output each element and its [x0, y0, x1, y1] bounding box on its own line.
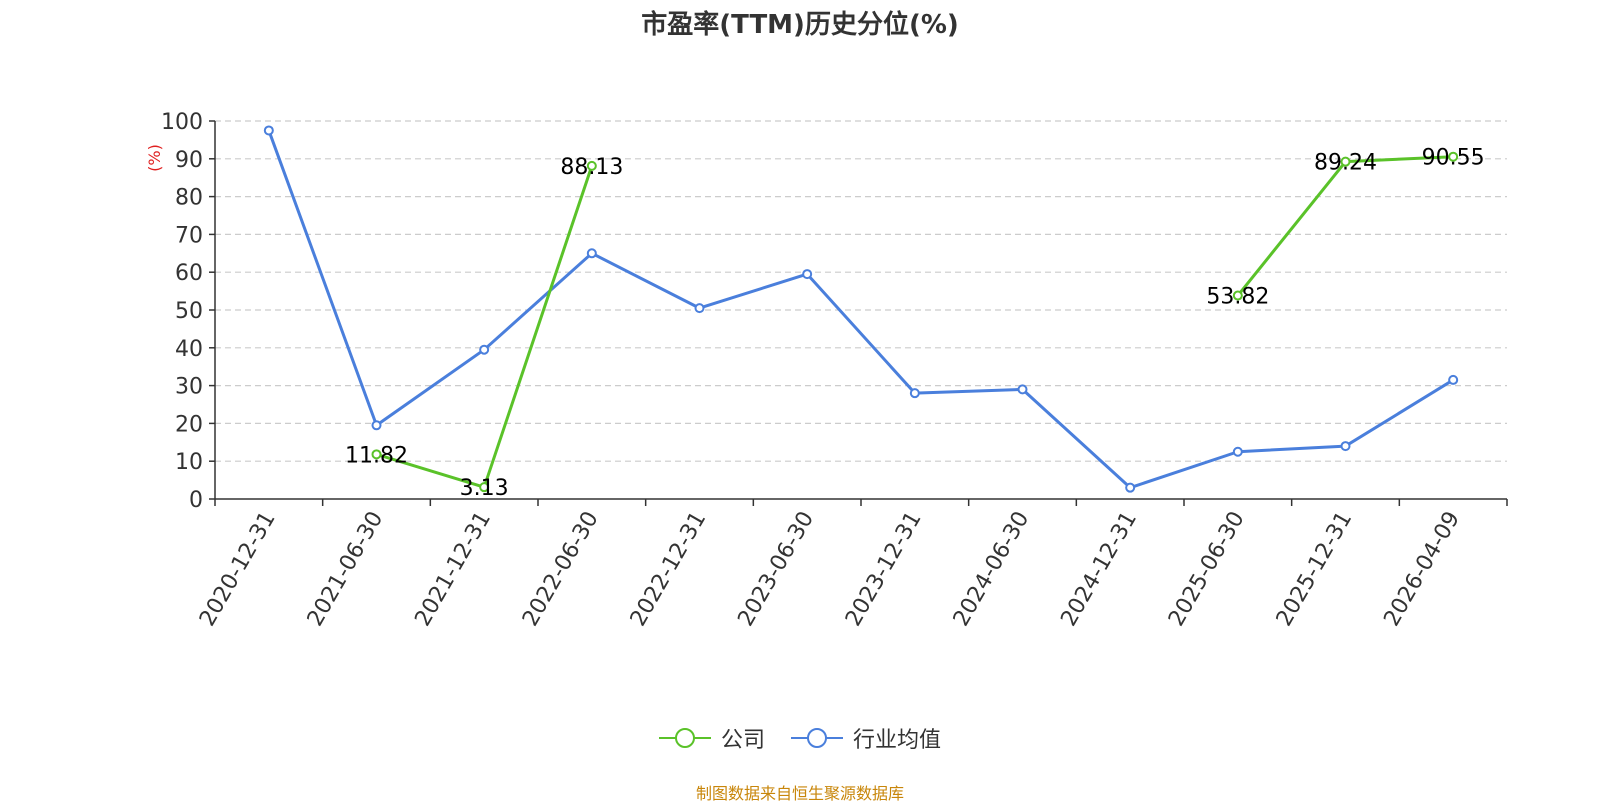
legend-label-industry: 行业均值 — [853, 728, 942, 753]
industry-data-point[interactable] — [1448, 374, 1459, 385]
gridlines — [215, 120, 1507, 462]
line-circle-icon — [658, 728, 711, 748]
industry-data-point[interactable] — [479, 344, 490, 355]
company-data-label: 11.82 — [345, 443, 408, 468]
x-tick-label: 2022-06-30 — [518, 507, 604, 630]
x-tick-label: 2021-12-31 — [410, 507, 496, 630]
source-note: 制图数据来自恒生聚源数据库 — [695, 784, 904, 803]
y-tick-label: 20 — [175, 412, 203, 437]
x-tick-label: 2025-06-30 — [1164, 507, 1250, 630]
industry-data-point[interactable] — [1125, 482, 1136, 493]
legend-item-industry[interactable]: 行业均值 — [791, 722, 941, 754]
axes: 0 10 20 30 40 50 60 70 80 90 100 2020-12-31 2021-06-… — [161, 110, 1508, 631]
company-data-label: 88.13 — [560, 155, 623, 180]
company-data-point[interactable] — [1448, 151, 1459, 162]
x-tick-label: 2023-06-30 — [733, 507, 819, 630]
line-circle-icon — [791, 728, 843, 748]
x-tick-label: 2026-04-09 — [1379, 507, 1465, 630]
company-data-point[interactable] — [1232, 290, 1243, 301]
company-data-label: 90.55 — [1422, 146, 1485, 171]
x-tick-label: 2023-12-31 — [841, 507, 927, 630]
industry-series-line — [267, 129, 1454, 490]
y-tick-label: 80 — [175, 186, 203, 211]
company-data-point[interactable] — [479, 482, 490, 493]
y-tick-label: 90 — [175, 148, 203, 173]
industry-data-point[interactable] — [802, 269, 813, 280]
company-series-line — [1236, 155, 1454, 297]
y-tick-label: 100 — [161, 110, 203, 135]
company-series-line — [376, 165, 594, 489]
company-data-point[interactable] — [371, 449, 382, 460]
series-layer — [263, 125, 1459, 493]
legend: 公司 行业均值 — [0, 722, 1600, 754]
company-data-label: 3.13 — [460, 476, 509, 501]
x-tick-label: 2024-06-30 — [949, 507, 1035, 630]
y-tick-label: 30 — [175, 375, 203, 400]
data-labels: 11.82 3.13 88.13 53.82 89.24 90.55 — [345, 146, 1485, 501]
industry-data-point[interactable] — [586, 248, 597, 259]
y-tick-label: 50 — [175, 299, 203, 324]
x-tick-label: 2024-12-31 — [1056, 507, 1142, 630]
industry-data-point[interactable] — [371, 420, 382, 431]
industry-data-point[interactable] — [1017, 384, 1028, 395]
x-tick-label: 2021-06-30 — [303, 507, 389, 630]
x-tick-label: 2020-12-31 — [195, 507, 281, 630]
industry-data-point[interactable] — [694, 303, 705, 314]
y-tick-label: 40 — [175, 337, 203, 362]
y-tick-label: 0 — [189, 488, 203, 513]
legend-label-company: 公司 — [720, 728, 765, 753]
company-data-point[interactable] — [1340, 156, 1351, 167]
y-tick-label: 70 — [175, 223, 203, 248]
chart-title: 市盈率(TTM)历史分位(%) — [641, 10, 959, 40]
y-axis-unit-label: (%) — [145, 144, 164, 172]
legend-item-company[interactable]: 公司 — [658, 722, 765, 754]
y-tick-label: 60 — [175, 261, 203, 286]
x-tick-label: 2022-12-31 — [626, 507, 712, 630]
company-data-point[interactable] — [586, 160, 597, 171]
industry-data-point[interactable] — [1340, 441, 1351, 452]
company-data-label: 89.24 — [1314, 151, 1377, 176]
company-data-label: 53.82 — [1206, 285, 1269, 310]
y-tick-label: 10 — [175, 450, 203, 475]
x-tick-label: 2025-12-31 — [1272, 507, 1358, 630]
industry-data-point[interactable] — [263, 125, 274, 136]
industry-data-point[interactable] — [1232, 446, 1243, 457]
industry-data-point[interactable] — [909, 388, 920, 399]
